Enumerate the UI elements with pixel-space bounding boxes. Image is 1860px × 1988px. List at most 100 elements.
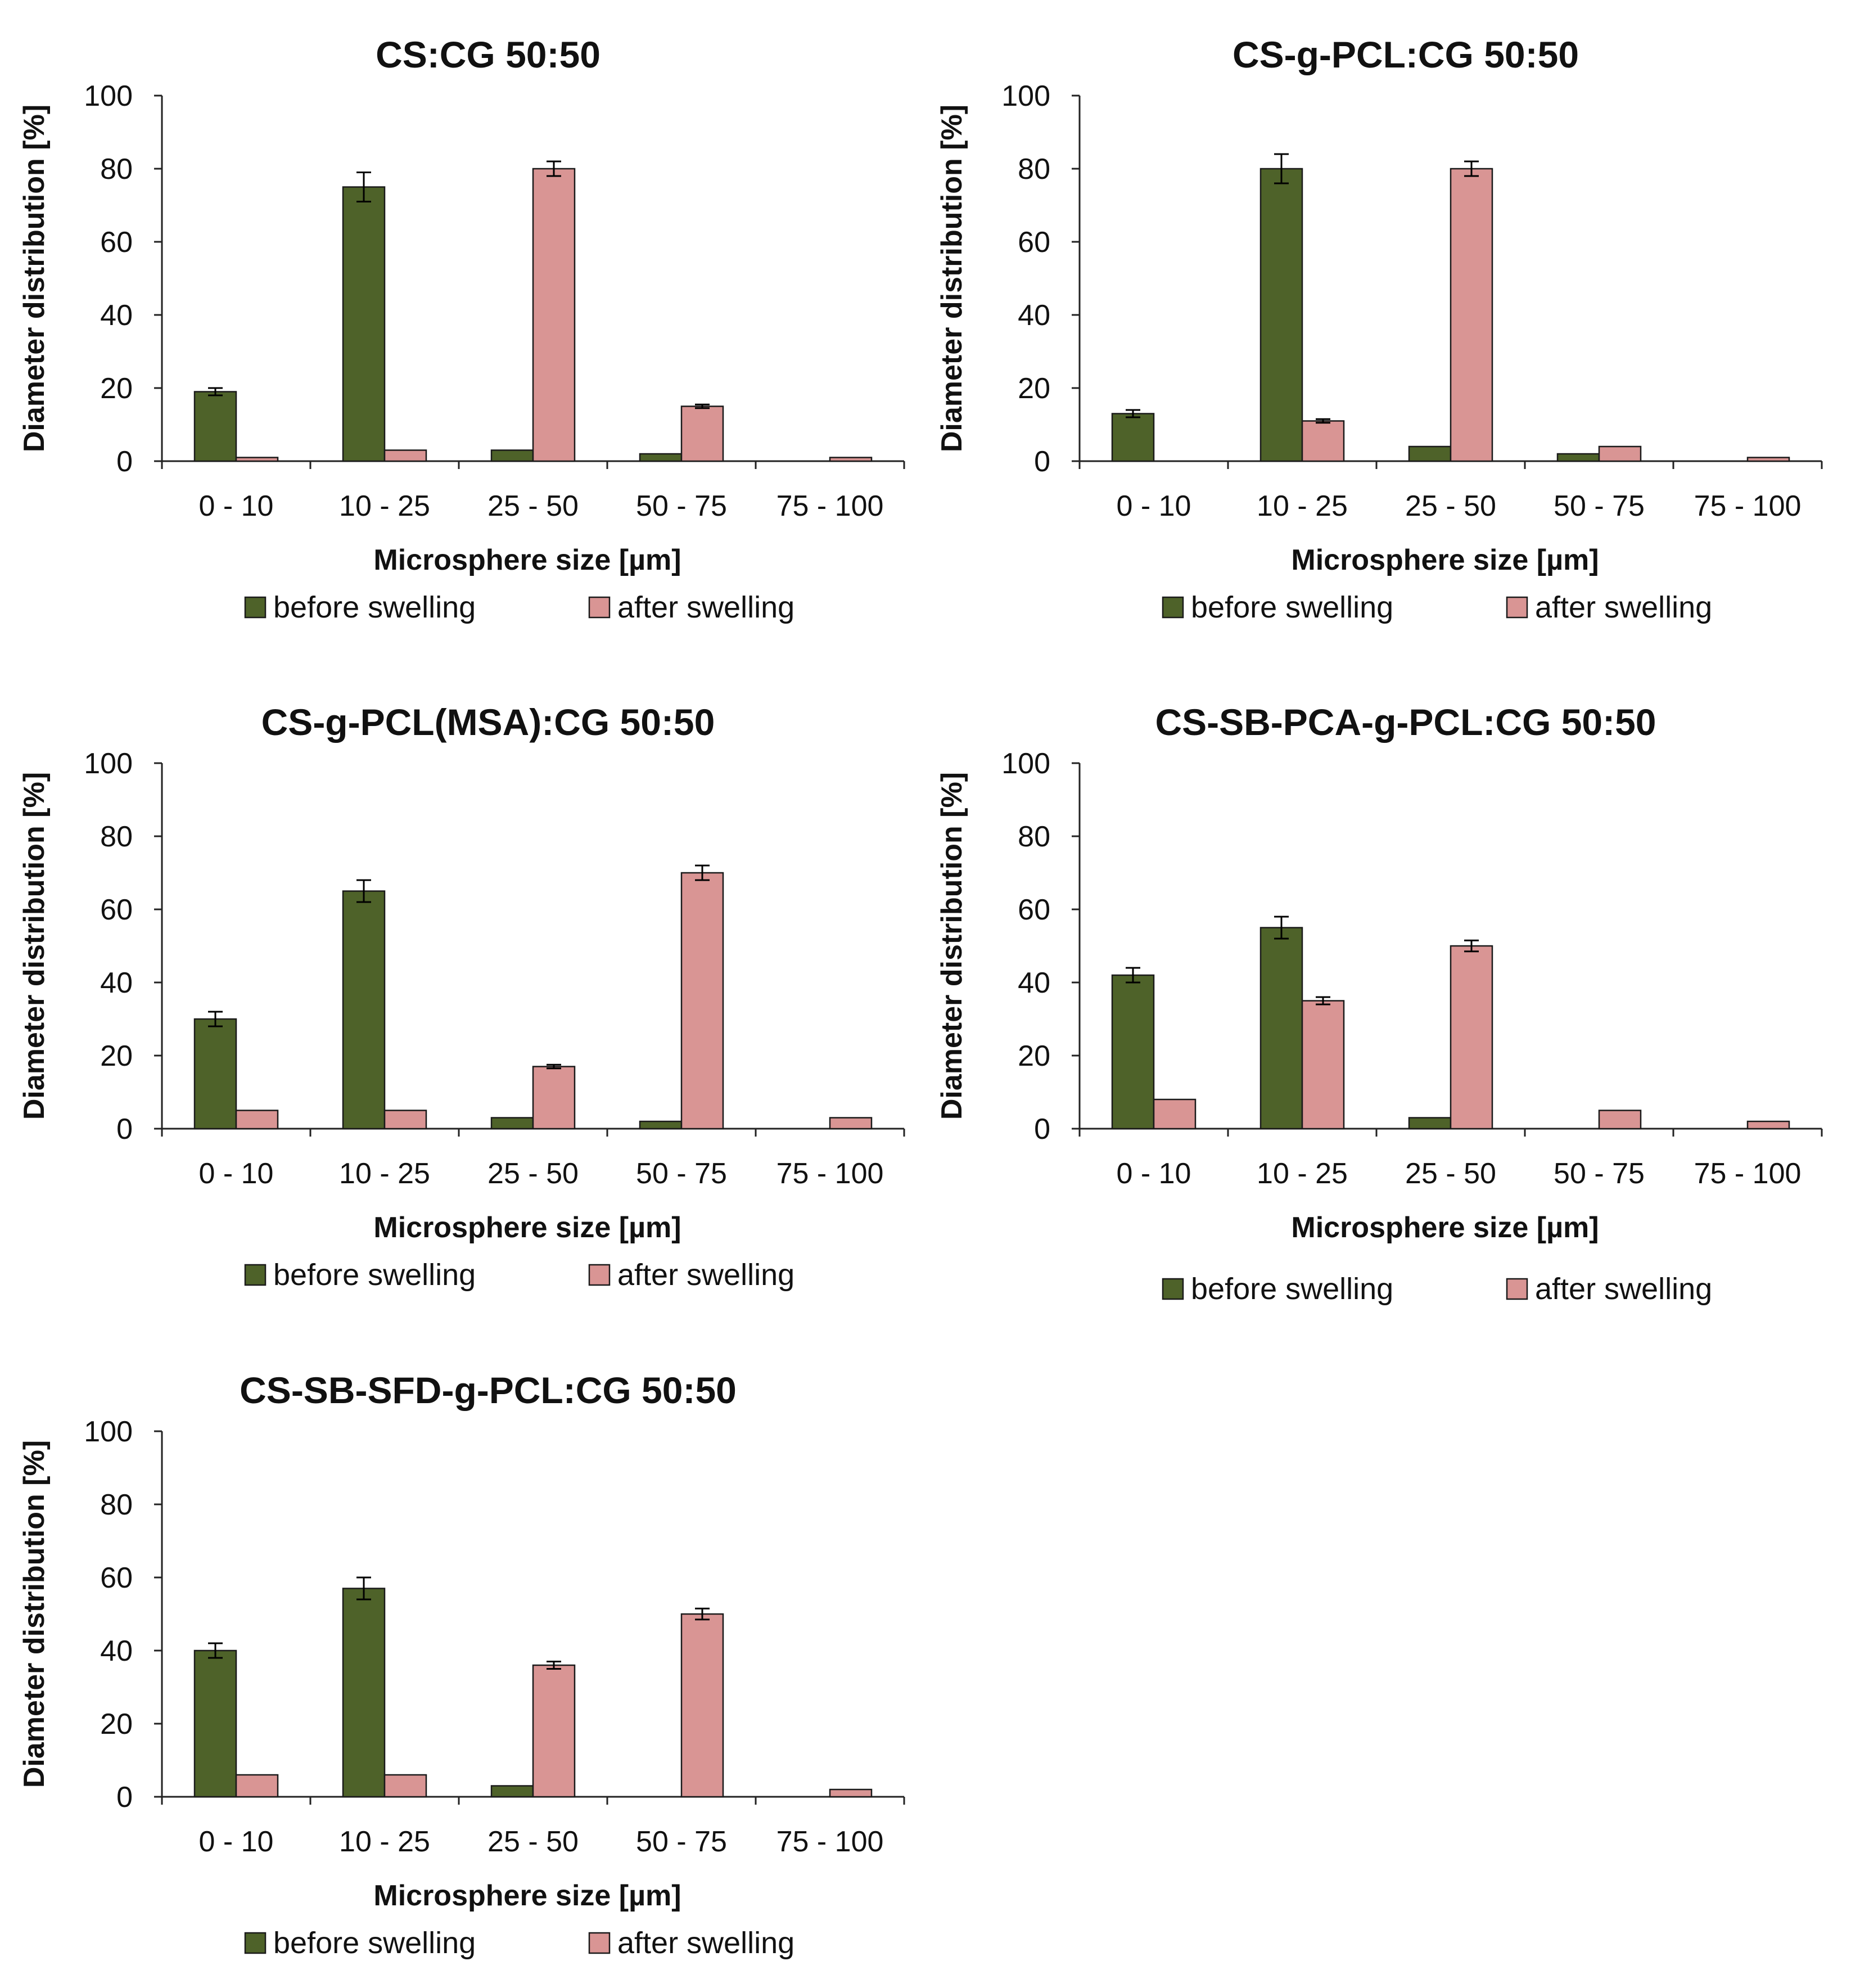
legend-label-before: before swelling [273, 590, 476, 624]
y-tick-label: 40 [100, 299, 133, 332]
x-category-label: 10 - 25 [339, 1825, 430, 1858]
y-tick-label: 80 [1018, 153, 1050, 186]
bar-after-swelling [1153, 1098, 1197, 1130]
x-category-label: 25 - 50 [487, 1157, 579, 1190]
y-tick-label: 80 [100, 1489, 133, 1521]
bar-after-swelling [383, 449, 427, 462]
y-tick-label: 40 [1018, 299, 1050, 332]
legend-swatch-before [244, 1264, 267, 1286]
chart-title: CS-SB-SFD-g-PCL:CG 50:50 [240, 1369, 737, 1411]
y-tick-label: 100 [84, 1416, 133, 1448]
bar-after-swelling [1746, 1120, 1790, 1130]
legend-label-after: after swelling [617, 1926, 794, 1960]
legend: before swelling after swelling [244, 1926, 794, 1960]
y-tick-label: 0 [1034, 445, 1050, 478]
y-tick-label: 0 [1034, 1113, 1050, 1146]
y-axis-label: Diameter distribution [%] [18, 772, 51, 1120]
y-tick-label: 40 [100, 1635, 133, 1667]
legend-label-before: before swelling [1191, 1272, 1393, 1306]
x-category-label: 0 - 10 [199, 490, 274, 522]
bar-after-swelling [383, 1774, 427, 1798]
legend-swatch-after [588, 1264, 611, 1286]
chart-panel-1: CS:CG 50:50 Diameter distribution [%] 0 20 4… [18, 34, 905, 624]
bar-before-swelling [1111, 413, 1155, 462]
chart-panel-4: CS-SB-PCA-g-PCL:CG 50:50 Diameter distrib… [936, 701, 1823, 1306]
chart-title: CS-g-PCL:CG 50:50 [1233, 34, 1579, 75]
bar-before-swelling [342, 186, 386, 462]
bar-before-swelling [1259, 168, 1303, 462]
bar-before-swelling [1111, 974, 1155, 1130]
y-tick-label: 80 [1018, 821, 1050, 853]
x-category-label: 10 - 25 [339, 1157, 430, 1190]
legend-label-before: before swelling [273, 1258, 476, 1292]
x-category-label: 10 - 25 [1257, 490, 1348, 522]
y-tick-label: 20 [1018, 1040, 1050, 1072]
bar-after-swelling [1746, 457, 1790, 462]
bar-after-swelling [532, 168, 576, 462]
x-category-label: 75 - 100 [1694, 490, 1802, 522]
bar-after-swelling [680, 872, 724, 1130]
y-axis-label: Diameter distribution [%] [936, 105, 968, 452]
bar-after-swelling [1450, 945, 1493, 1130]
bar-before-swelling [639, 453, 683, 462]
bar-before-swelling [1408, 445, 1452, 462]
legend-swatch-after [588, 596, 611, 619]
y-tick-label: 60 [100, 1562, 133, 1594]
chart-panel-2: CS-g-PCL:CG 50:50 Diameter distribution [… [936, 34, 1823, 624]
x-category-label: 50 - 75 [1554, 1157, 1645, 1190]
x-category-label: 10 - 25 [339, 490, 430, 522]
bar-before-swelling [1408, 1117, 1452, 1130]
bar-after-swelling [1301, 420, 1345, 462]
bar-before-swelling [342, 890, 386, 1130]
chart-title: CS-g-PCL(MSA):CG 50:50 [261, 701, 715, 743]
bar-before-swelling [193, 1649, 237, 1798]
y-tick-label: 80 [100, 153, 133, 186]
x-category-label: 0 - 10 [199, 1157, 274, 1190]
legend-swatch-after [588, 1932, 611, 1954]
x-axis-label: Microsphere size [µm] [1291, 1211, 1599, 1244]
y-tick-label: 60 [1018, 894, 1050, 926]
y-tick-label: 100 [84, 80, 133, 112]
chart-panel-5: CS-SB-SFD-g-PCL:CG 50:50 Diameter distrib… [18, 1369, 905, 1960]
y-axis-label: Diameter distribution [%] [18, 105, 51, 452]
x-category-label: 75 - 100 [776, 1825, 884, 1858]
bar-before-swelling [639, 1120, 683, 1130]
x-category-label: 0 - 10 [199, 1825, 274, 1858]
y-tick-label: 40 [1018, 967, 1050, 999]
bar-before-swelling [1259, 927, 1303, 1130]
bar-after-swelling [1598, 445, 1642, 462]
legend-swatch-before [244, 1932, 267, 1954]
legend: before swelling after swelling [244, 1258, 794, 1292]
legend: before swelling after swelling [1162, 1272, 1712, 1306]
y-axis-label: Diameter distribution [%] [936, 772, 968, 1120]
chart-title: CS-SB-PCA-g-PCL:CG 50:50 [1155, 701, 1656, 743]
y-tick-label: 40 [100, 967, 133, 999]
y-tick-label: 20 [100, 1708, 133, 1741]
bar-after-swelling [235, 457, 279, 462]
x-category-label: 10 - 25 [1257, 1157, 1348, 1190]
y-tick-label: 60 [1018, 226, 1050, 259]
chart-title: CS:CG 50:50 [376, 34, 601, 75]
x-axis-label: Microsphere size [µm] [373, 544, 681, 576]
y-tick-label: 80 [100, 821, 133, 853]
legend-label-after: after swelling [1535, 590, 1712, 624]
legend: before swelling after swelling [1162, 590, 1712, 624]
chart-panel-3: CS-g-PCL(MSA):CG 50:50 Diameter distribut… [18, 701, 905, 1292]
x-category-label: 25 - 50 [1405, 1157, 1496, 1190]
bar-before-swelling [1556, 453, 1600, 462]
y-tick-label: 20 [100, 1040, 133, 1072]
x-category-label: 75 - 100 [776, 1157, 884, 1190]
x-category-label: 25 - 50 [487, 1825, 579, 1858]
y-tick-label: 0 [116, 445, 133, 478]
y-tick-label: 100 [1001, 80, 1050, 112]
legend: before swelling after swelling [244, 590, 794, 624]
x-category-label: 0 - 10 [1117, 490, 1191, 522]
bar-after-swelling [1301, 1000, 1345, 1130]
bar-after-swelling [383, 1110, 427, 1130]
x-category-label: 50 - 75 [636, 1157, 727, 1190]
bar-after-swelling [829, 1788, 873, 1798]
y-tick-label: 60 [100, 226, 133, 259]
legend-label-before: before swelling [273, 1926, 476, 1960]
bar-after-swelling [829, 457, 873, 462]
